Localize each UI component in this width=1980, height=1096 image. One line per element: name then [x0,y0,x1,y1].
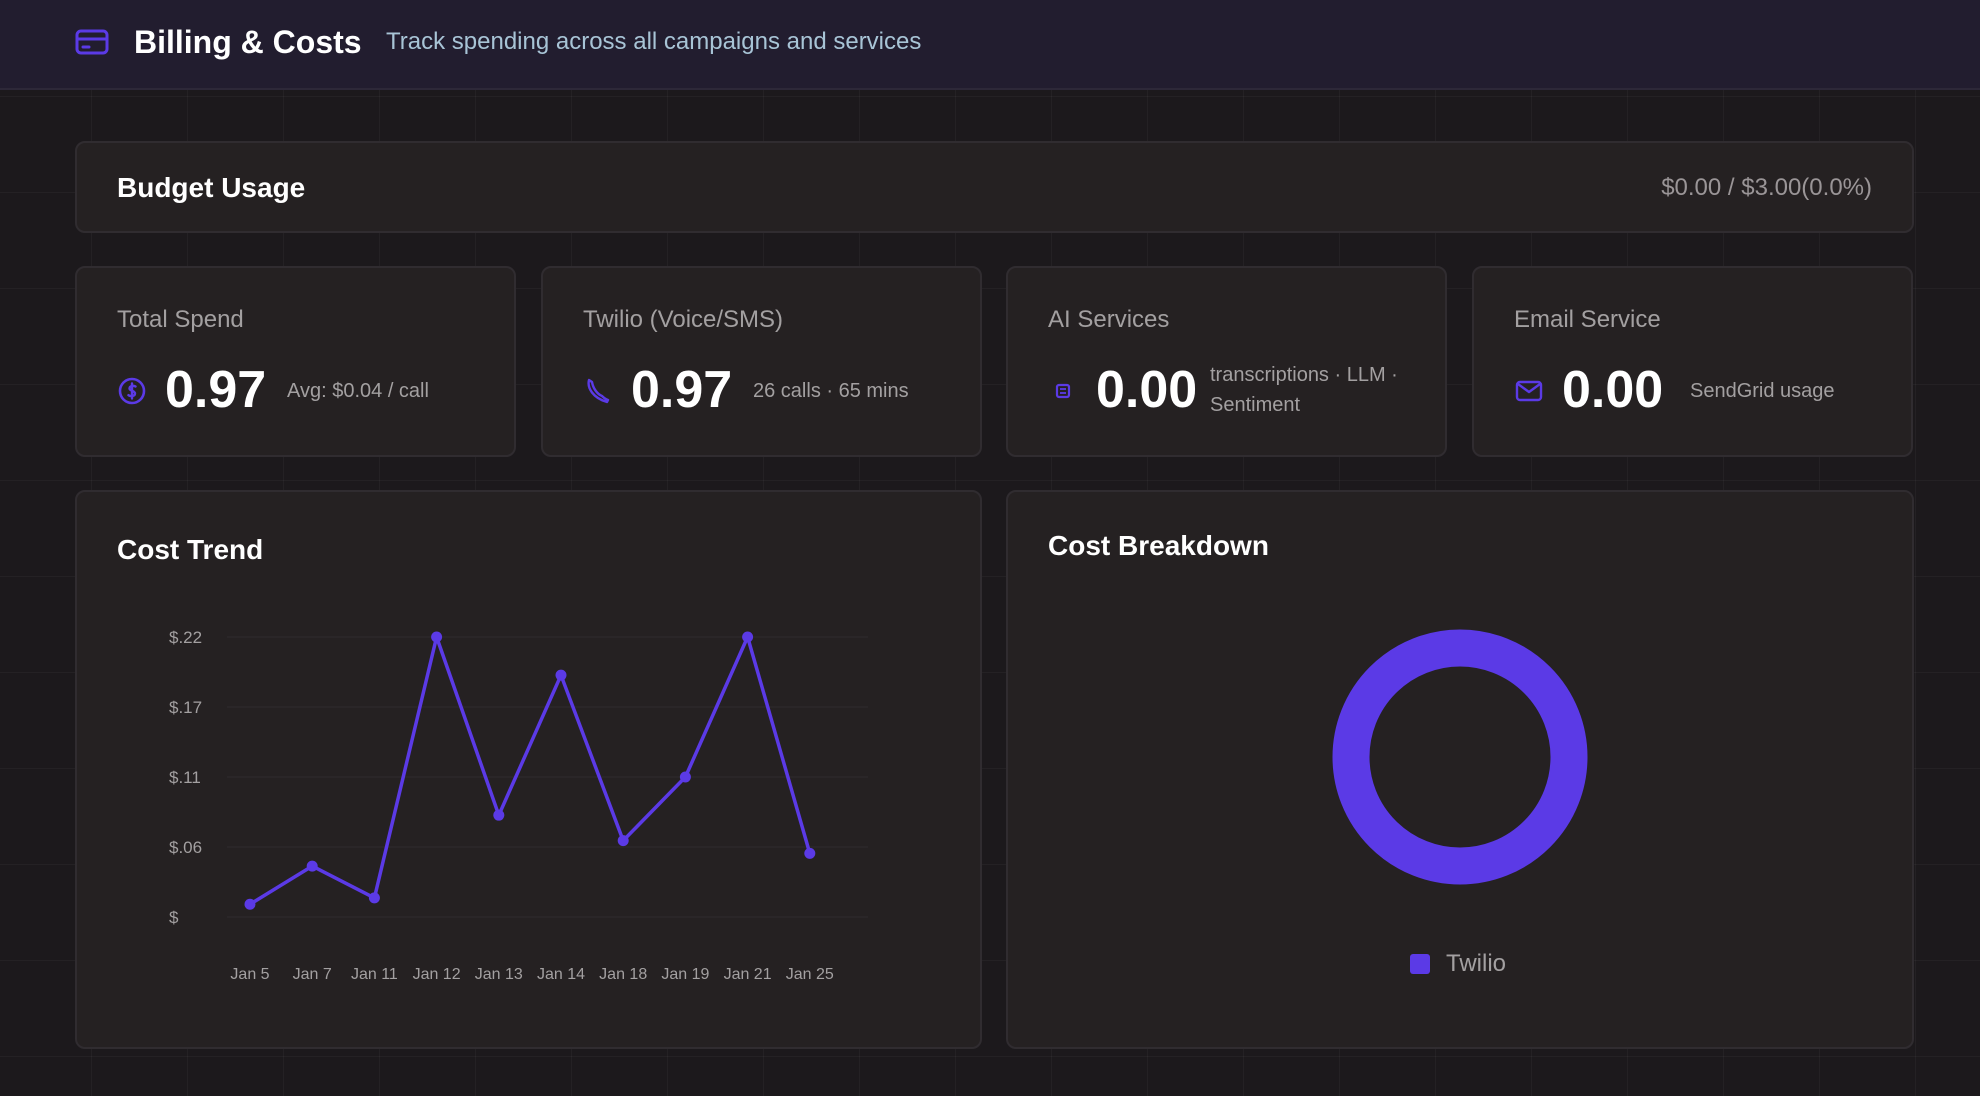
stat-title: Total Spend [117,306,244,333]
stat-detail: Avg: $0.04 / call [287,380,429,402]
x-tick-label: Jan 13 [475,966,523,983]
series-line [249,635,812,906]
cost-breakdown-chart [1332,629,1588,885]
pie-slice[interactable] [1332,629,1588,885]
stat-value: 0.97 [631,361,733,419]
budget-usage-card: Budget Usage $0.00 / $3.00(0.0%) [75,141,1914,233]
legend-label: Twilio [1446,950,1507,977]
data-point[interactable] [804,847,816,859]
y-tick-label: $.17 [169,698,202,717]
stat-title: AI Services [1048,306,1170,333]
coin-icon [118,377,146,405]
x-tick-label: Jan 14 [537,966,585,983]
data-point[interactable] [244,898,256,910]
legend-swatch [1410,954,1430,974]
x-tick-label: Jan 18 [599,966,647,983]
mail-icon [1515,380,1543,402]
data-point[interactable] [555,669,567,681]
stat-value: 0.97 [165,361,267,419]
x-tick-label: Jan 19 [661,966,709,983]
stat-detail: SendGrid usage [1690,380,1835,402]
stat-value: 0.00 [1562,361,1664,419]
cost-breakdown-card: Cost Breakdown Twilio [1006,490,1914,1049]
stat-title: Twilio (Voice/SMS) [583,306,784,333]
x-tick-label: Jan 21 [724,966,772,983]
x-tick-label: Jan 12 [413,966,461,983]
email-service-card: Email Service 0.00 SendGrid usage [1472,266,1913,457]
phone-icon [587,378,610,404]
stat-detail: 26 calls · 65 mins [753,380,909,402]
data-point[interactable] [679,771,691,783]
stat-value: 0.00 [1096,361,1198,419]
data-point[interactable] [306,860,318,872]
stat-detail: transcriptions · LLM · Sentiment [1210,364,1398,416]
page-subtitle: Track spending across all campaigns and … [386,28,922,55]
page-title: Billing & Costs [134,24,362,60]
y-tick-label: $.22 [169,628,202,647]
stat-title: Email Service [1514,306,1661,333]
budget-usage-value: $0.00 / $3.00(0.0%) [1661,174,1872,201]
x-tick-label: Jan 11 [351,966,398,983]
x-tick-label: Jan 5 [230,966,269,983]
data-point[interactable] [617,835,629,847]
data-point[interactable] [493,809,505,821]
cost-trend-card: Cost Trend $ $.06 $.11 $.17 $.22 Jan 5 Jan 7 Ja… [75,490,982,1049]
cost-trend-title: Cost Trend [117,534,264,565]
budget-usage-title: Budget Usage [117,172,306,203]
y-tick-label: $.11 [169,768,201,787]
total-spend-card: Total Spend 0.97 Avg: $0.04 / call [75,266,516,457]
data-point[interactable] [742,631,754,643]
cost-trend-chart: $ $.06 $.11 $.17 $.22 Jan 5 Jan 7 Jan 11 Jan 12 J… [169,628,868,983]
data-point[interactable] [368,892,380,904]
chip-icon [1055,383,1071,399]
ai-services-card: AI Services 0.00 transcriptions · LLM · … [1006,266,1447,457]
page-header: Billing & Costs Track spending across al… [0,0,1980,90]
chart-legend: Twilio [1410,948,1506,980]
y-tick-label: $.06 [169,838,202,857]
x-tick-label: Jan 7 [293,966,332,983]
credit-card-icon [75,29,109,55]
y-tick-label: $ [169,908,179,927]
data-point[interactable] [431,631,443,643]
x-tick-label: Jan 25 [786,966,834,983]
cost-breakdown-title: Cost Breakdown [1048,530,1269,561]
twilio-card: Twilio (Voice/SMS) 0.97 26 calls · 65 mi… [541,266,982,457]
